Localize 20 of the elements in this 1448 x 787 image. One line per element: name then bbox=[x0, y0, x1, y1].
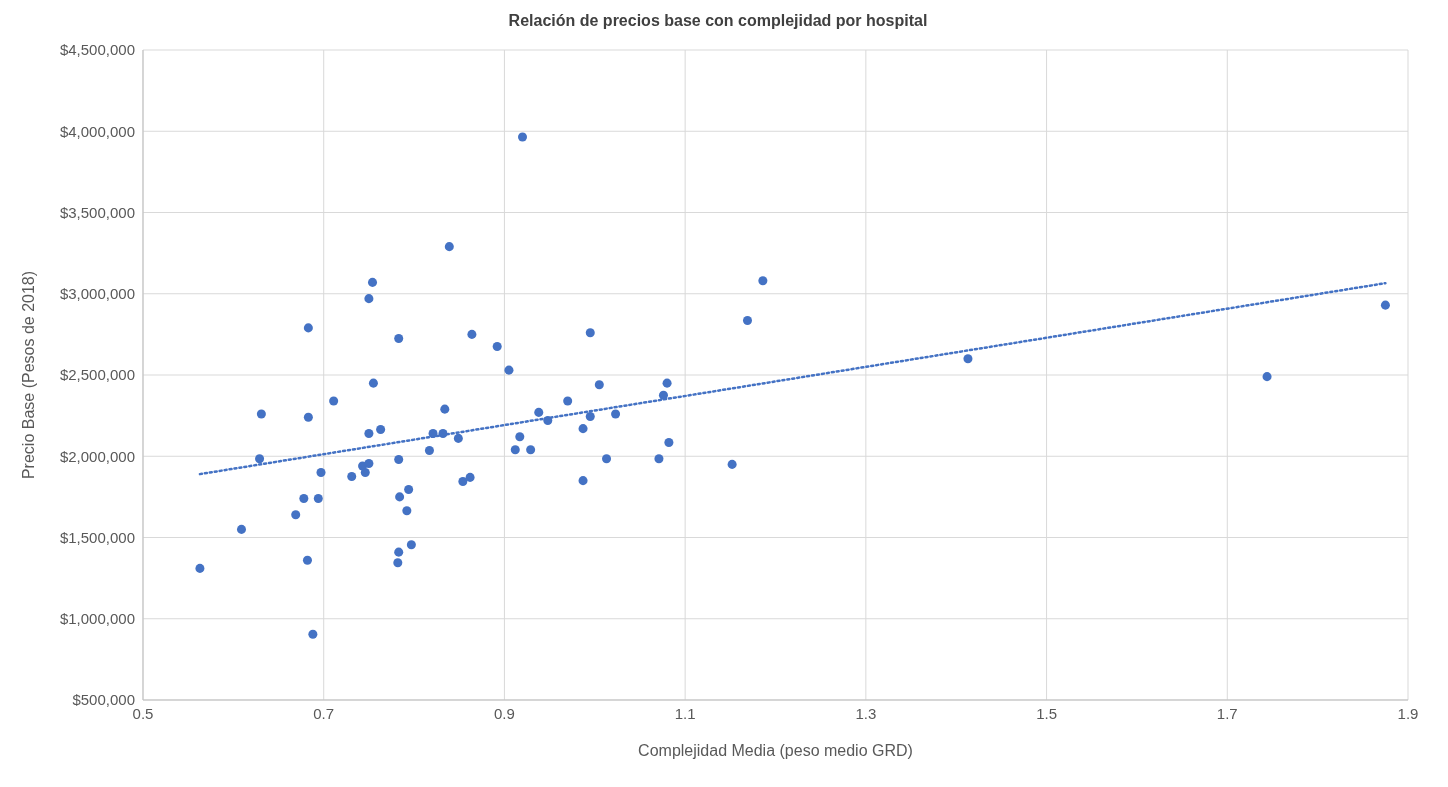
x-tick-label: 1.9 bbox=[1397, 704, 1419, 722]
y-tick-label: $500,000 bbox=[72, 691, 135, 709]
x-tick-label: 1.5 bbox=[1036, 704, 1057, 722]
y-tick-label: $3,500,000 bbox=[59, 203, 135, 221]
x-tick-label: 0.9 bbox=[494, 704, 515, 722]
x-tick-label: 0.5 bbox=[132, 704, 154, 722]
x-tick-label: 0.7 bbox=[313, 704, 335, 722]
y-tick-label: $3,000,000 bbox=[59, 285, 135, 303]
y-tick-label: $4,000,000 bbox=[59, 122, 135, 140]
chart-title: Relación de precios base con complejidad por hospital bbox=[507, 12, 929, 30]
y-tick-label: $4,500,000 bbox=[59, 41, 135, 59]
x-tick-label: 1.7 bbox=[1216, 704, 1238, 722]
x-tick-label: 1.3 bbox=[855, 704, 877, 722]
x-tick-label: 1.1 bbox=[674, 704, 696, 722]
y-tick-label: $1,500,000 bbox=[59, 528, 135, 546]
x-axis-title: Complejidad Media (peso medio GRD) bbox=[638, 742, 913, 760]
y-tick-label: $2,000,000 bbox=[59, 447, 135, 465]
y-tick-label: $2,500,000 bbox=[59, 366, 135, 384]
y-tick-label: $1,000,000 bbox=[59, 610, 135, 628]
y-axis-title: Precio Base (Pesos de 2018) bbox=[19, 270, 37, 480]
